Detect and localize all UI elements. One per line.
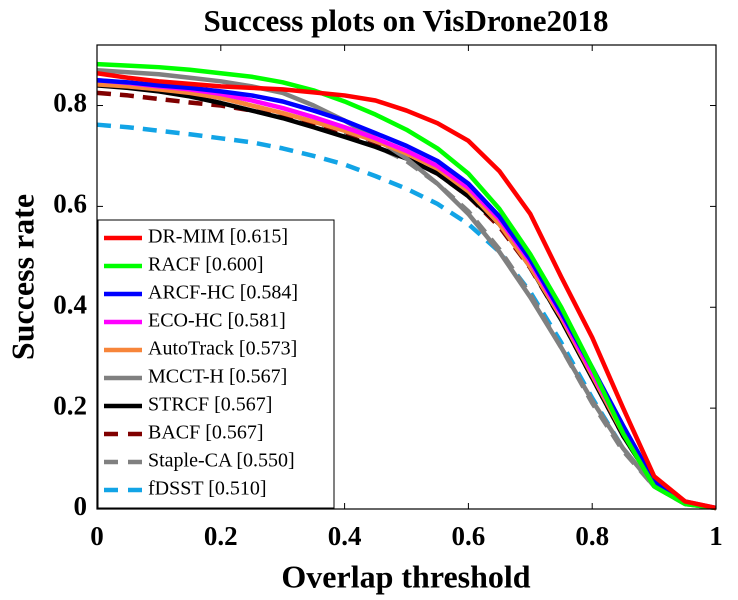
x-axis-label: Overlap threshold — [281, 558, 530, 594]
y-tick-label: 0.8 — [53, 88, 87, 118]
x-tick-label: 0.4 — [328, 521, 362, 551]
legend-label: DR-MIM [0.615] — [148, 226, 288, 248]
legend-label: ARCF-HC [0.584] — [148, 282, 298, 304]
x-tick-label: 1 — [709, 521, 723, 551]
axes-box — [96, 44, 717, 510]
legend-label: STRCF [0.567] — [148, 394, 272, 416]
x-tick-label: 0.8 — [575, 521, 609, 551]
x-tick-label: 0 — [90, 521, 104, 551]
series-line — [96, 71, 717, 511]
x-tick-label: 0.6 — [452, 521, 486, 551]
legend-label: Staple-CA [0.550] — [148, 450, 295, 472]
legend-label: ECO-HC [0.581] — [148, 310, 286, 332]
chart-title: Success plots on VisDrone2018 — [203, 3, 608, 38]
series-line — [96, 61, 717, 511]
legend-label: BACF [0.567] — [148, 422, 264, 444]
legend-label: fDSST [0.510] — [148, 478, 267, 500]
y-axis-label: Success rate — [4, 194, 40, 360]
legend-label: AutoTrack [0.573] — [148, 338, 297, 360]
legend-label: RACF [0.600] — [148, 254, 264, 276]
y-tick-label: 0 — [74, 491, 88, 521]
legend: DR-MIM [0.615] RACF [0.600] ARCF-HC [0.584… — [97, 219, 335, 509]
x-tick-label: 0.2 — [204, 521, 238, 551]
y-tick-label: 0.6 — [53, 189, 87, 219]
legend-label: MCCT-H [0.567] — [148, 366, 287, 388]
series-line — [96, 122, 717, 511]
series-line — [96, 67, 717, 511]
y-tick-label: 0.4 — [53, 289, 87, 319]
y-tick-label: 0.2 — [53, 390, 87, 420]
